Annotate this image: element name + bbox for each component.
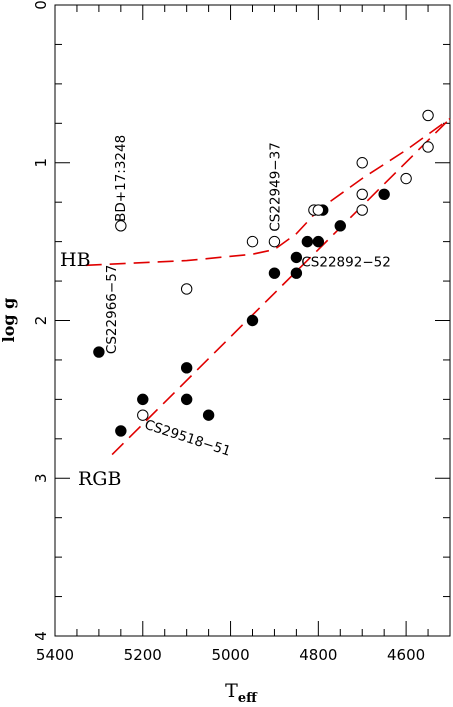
star-label: CS22892−52	[301, 254, 390, 270]
open-data-point	[137, 409, 149, 421]
open-data-point	[400, 172, 412, 185]
star-label: BD+17:3248	[113, 135, 129, 222]
y-tick-label: 0	[32, 0, 50, 10]
filled-data-point	[378, 188, 390, 201]
filled-data-point	[180, 362, 193, 374]
open-data-point	[246, 235, 259, 248]
hb-fit-line	[85, 117, 451, 267]
open-data-point	[356, 204, 368, 216]
x-axis-title-main: T	[225, 680, 238, 702]
filled-data-point	[115, 425, 127, 437]
x-axis-title-sub: eff	[238, 691, 258, 706]
filled-data-point	[180, 393, 193, 406]
filled-data-point	[301, 235, 314, 248]
filled-data-point	[246, 314, 259, 327]
rgb-branch-label: RGB	[78, 468, 121, 490]
star-label: CS29518−51	[143, 417, 233, 460]
open-data-point	[422, 109, 434, 122]
y-tick-label: 4	[32, 631, 50, 641]
y-tick-label: 1	[32, 158, 50, 168]
x-axis-title: Teff	[225, 680, 258, 706]
open-data-point	[268, 235, 281, 248]
star-label: CS22949−37	[267, 142, 283, 231]
filled-data-point	[290, 267, 303, 279]
open-data-point	[356, 188, 368, 201]
y-tick-label: 3	[32, 473, 50, 483]
filled-data-point	[202, 409, 215, 421]
open-data-point	[180, 283, 193, 295]
open-data-point	[312, 204, 325, 216]
y-tick-label: 2	[32, 316, 50, 326]
x-tick-label: 4800	[299, 646, 337, 664]
filled-data-point	[268, 267, 281, 279]
open-data-point	[356, 157, 368, 169]
x-tick-label: 5400	[36, 646, 74, 664]
rgb-fit-line	[111, 118, 451, 456]
x-tick-label: 5200	[124, 646, 162, 664]
filled-data-point	[137, 393, 149, 406]
x-tick-label: 5000	[211, 646, 249, 664]
filled-data-point	[334, 220, 346, 232]
filled-data-point	[312, 235, 325, 248]
filled-data-point	[290, 251, 303, 264]
y-axis-title: log g	[0, 298, 18, 343]
hb-branch-label: HB	[60, 249, 91, 271]
open-data-point	[422, 141, 434, 153]
star-label: CS22966−57	[104, 265, 120, 354]
filled-data-point	[93, 346, 105, 358]
open-data-point	[115, 220, 127, 232]
x-tick-label: 4600	[387, 646, 425, 664]
